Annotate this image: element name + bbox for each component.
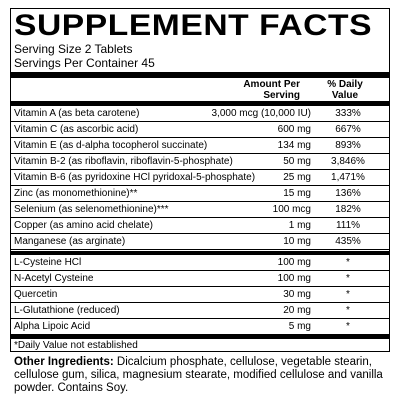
nutrient-name: Selenium (as selenomethionine)*** [14, 204, 169, 215]
other-ingredients-label: Other Ingredients: [14, 356, 114, 368]
nutrient-amount: 134 mg [277, 140, 311, 151]
nutrient-row: Vitamin A (as beta carotene) 3,000 mcg (1… [11, 106, 389, 122]
nutrient-amount: 15 mg [283, 188, 311, 199]
nutrient-amount: 600 mg [277, 124, 311, 135]
serving-size: Serving Size 2 Tablets [14, 42, 133, 56]
amount-header: Amount Per Serving [243, 79, 300, 101]
nutrient-name: Alpha Lipoic Acid [14, 321, 91, 332]
nutrient-amount: 100 mg [277, 257, 311, 268]
daily-value-header: % Daily Value [327, 79, 363, 101]
nutrient-name: Vitamin E (as d-alpha tocopherol succina… [14, 140, 208, 151]
nutrient-name: Manganese (as arginate) [14, 236, 126, 247]
title: SUPPLEMENT FACTS [14, 9, 373, 42]
nutrient-name: Vitamin B-2 (as riboflavin, riboflavin-5… [14, 156, 233, 167]
nutrient-row: Selenium (as selenomethionine)*** 100 mcg… [11, 202, 389, 218]
nutrient-amount: 20 mg [283, 305, 311, 316]
nutrient-daily-value: * [346, 289, 350, 300]
nutrient-row: L-Glutathione (reduced) 20 mg * [11, 303, 389, 319]
nutrient-daily-value: 435% [335, 236, 361, 247]
nutrient-row: N-Acetyl Cysteine 100 mg * [11, 271, 389, 287]
nutrient-row: Manganese (as arginate) 10 mg 435% [11, 234, 389, 250]
nutrient-name: Copper (as amino acid chelate) [14, 220, 153, 231]
servings-per-container: Servings Per Container 45 [14, 56, 155, 70]
nutrient-amount: 3,000 mcg (10,000 IU) [211, 108, 312, 119]
divider [11, 101, 389, 106]
divider [11, 335, 389, 339]
nutrient-daily-value: * [346, 321, 350, 332]
nutrient-daily-value: 333% [335, 108, 361, 119]
nutrient-amount: 10 mg [283, 236, 311, 247]
nutrient-amount: 25 mg [283, 172, 311, 183]
nutrient-amount: 5 mg [288, 321, 311, 332]
nutrient-daily-value: 182% [335, 204, 361, 215]
nutrient-row: Vitamin C (as ascorbic acid) 600 mg 667% [11, 122, 389, 138]
nutrient-daily-value: * [346, 257, 350, 268]
nutrient-amount: 100 mcg [272, 204, 311, 215]
nutrient-row: Quercetin 30 mg * [11, 287, 389, 303]
nutrient-row: Vitamin B-6 (as pyridoxine HCl pyridoxal… [11, 170, 389, 186]
divider [11, 251, 389, 255]
nutrient-daily-value: * [346, 273, 350, 284]
facts-box [10, 8, 390, 352]
footnote: *Daily Value not established [14, 340, 138, 351]
nutrient-name: L-Cysteine HCl [14, 257, 82, 268]
nutrient-amount: 30 mg [283, 289, 311, 300]
other-ingredients: Other Ingredients: Dicalcium phosphate, … [14, 356, 390, 395]
nutrient-name: Vitamin C (as ascorbic acid) [14, 124, 139, 135]
nutrient-daily-value: 111% [335, 220, 361, 231]
other-ingredients-text: Dicalcium phosphate, cellulose, vegetabl… [14, 356, 383, 394]
nutrient-row: Copper (as amino acid chelate) 1 mg 111% [11, 218, 389, 234]
nutrient-amount: 50 mg [283, 156, 311, 167]
nutrient-name: Zinc (as monomethionine)** [14, 188, 138, 199]
nutrient-amount: 100 mg [277, 273, 311, 284]
nutrient-name: Vitamin A (as beta carotene) [14, 108, 140, 119]
nutrient-row: Vitamin E (as d-alpha tocopherol succina… [11, 138, 389, 154]
nutrient-daily-value: 667% [335, 124, 361, 135]
nutrient-name: Vitamin B-6 (as pyridoxine HCl pyridoxal… [14, 172, 256, 183]
nutrient-name: N-Acetyl Cysteine [14, 273, 94, 284]
nutrient-name: Quercetin [14, 289, 58, 300]
nutrient-name: L-Glutathione (reduced) [14, 305, 120, 316]
nutrient-daily-value: 1,471% [331, 172, 365, 183]
nutrient-row: L-Cysteine HCl 100 mg * [11, 255, 389, 271]
nutrient-daily-value: * [346, 305, 350, 316]
divider [11, 72, 389, 78]
nutrient-row: Vitamin B-2 (as riboflavin, riboflavin-5… [11, 154, 389, 170]
nutrient-amount: 1 mg [288, 220, 311, 231]
nutrient-daily-value: 136% [335, 188, 361, 199]
nutrient-row: Alpha Lipoic Acid 5 mg * [11, 319, 389, 335]
nutrient-daily-value: 3,846% [331, 156, 365, 167]
nutrient-daily-value: 893% [335, 140, 361, 151]
nutrient-row: Zinc (as monomethionine)** 15 mg 136% [11, 186, 389, 202]
